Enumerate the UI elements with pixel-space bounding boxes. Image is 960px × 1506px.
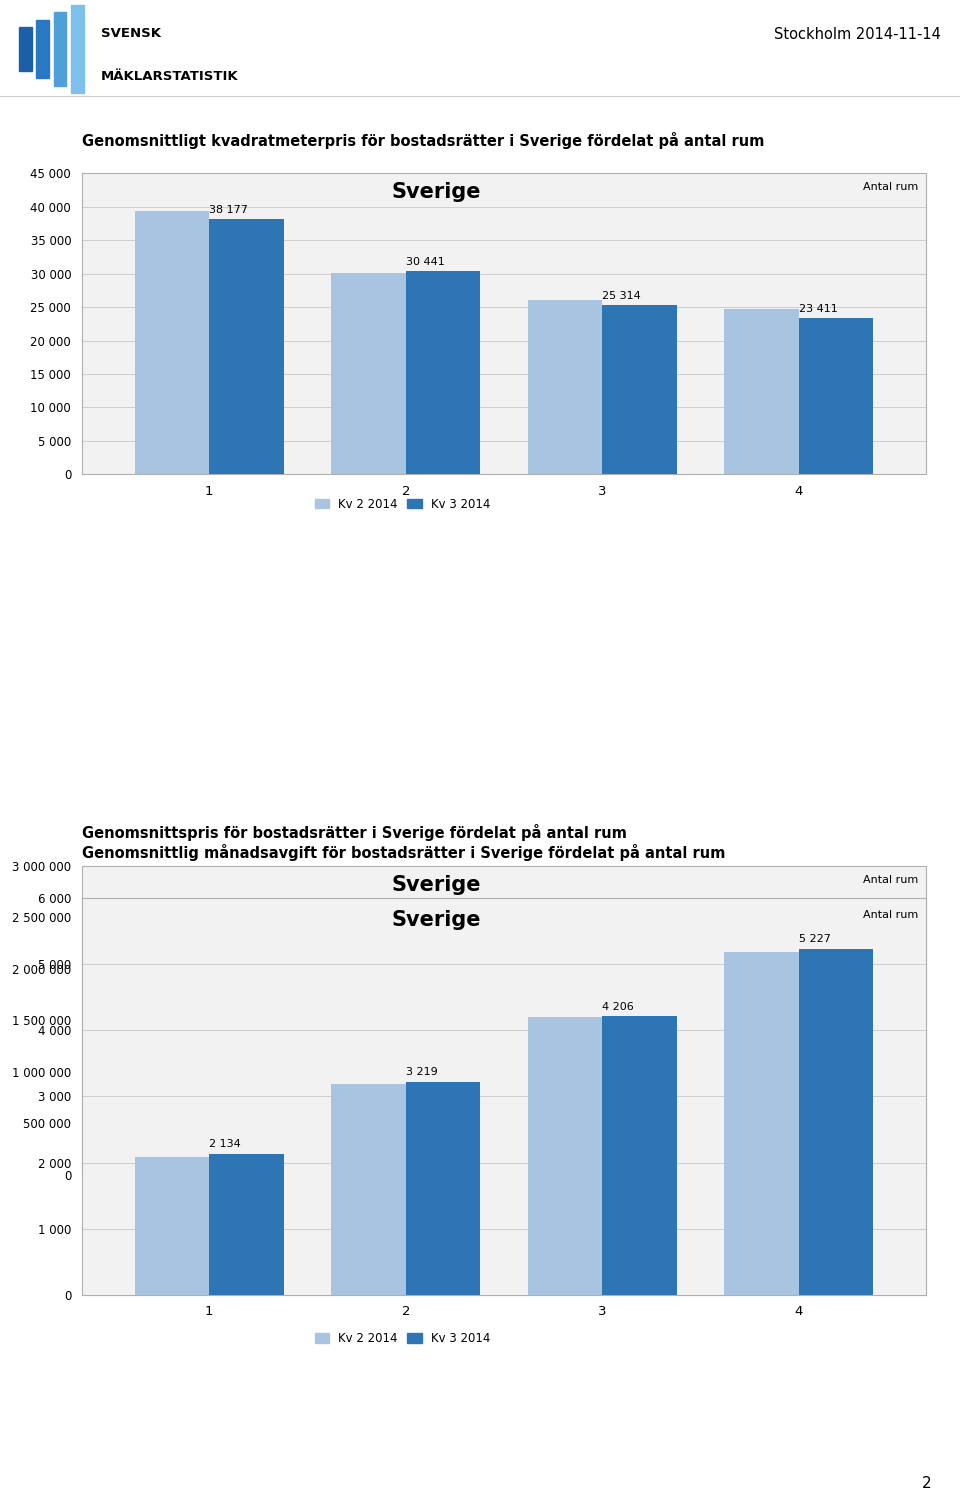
- Bar: [406, 1003, 480, 1175]
- Text: Antal rum: Antal rum: [863, 182, 918, 193]
- Bar: [331, 273, 406, 474]
- Text: 2: 2: [922, 1476, 931, 1491]
- Bar: [36, 20, 49, 78]
- Bar: [331, 1084, 406, 1295]
- Text: 38 177: 38 177: [209, 205, 249, 215]
- Text: Sverige: Sverige: [392, 875, 481, 895]
- Text: 4 206: 4 206: [602, 1001, 634, 1012]
- Text: Antal rum: Antal rum: [863, 875, 918, 886]
- Bar: [528, 964, 602, 1175]
- Text: Genomsnittspris för bostadsrätter i Sverige fördelat på antal rum: Genomsnittspris för bostadsrätter i Sver…: [82, 824, 627, 842]
- Bar: [134, 1039, 209, 1175]
- Bar: [799, 318, 874, 474]
- Bar: [602, 304, 677, 474]
- Text: 3 219: 3 219: [406, 1068, 438, 1077]
- Bar: [799, 934, 874, 1175]
- Text: SVENSK: SVENSK: [101, 27, 161, 41]
- Text: Antal rum: Antal rum: [863, 910, 918, 920]
- Bar: [602, 970, 677, 1175]
- Text: Genomsnittlig månadsavgift för bostadsrätter i Sverige fördelat på antal rum: Genomsnittlig månadsavgift för bostadsrä…: [82, 843, 725, 861]
- Bar: [209, 1154, 284, 1295]
- Bar: [71, 5, 84, 93]
- Bar: [602, 1017, 677, 1295]
- Bar: [724, 952, 799, 1295]
- Text: Sverige: Sverige: [392, 910, 481, 929]
- Bar: [209, 1041, 284, 1175]
- Text: 1 665 678: 1 665 678: [406, 989, 462, 1000]
- Bar: [799, 949, 874, 1295]
- Bar: [54, 12, 66, 86]
- Bar: [724, 309, 799, 474]
- Bar: [331, 1005, 406, 1175]
- Bar: [406, 271, 480, 474]
- Text: 1 299 423: 1 299 423: [209, 1027, 266, 1038]
- Text: 25 314: 25 314: [602, 291, 641, 301]
- Text: 30 441: 30 441: [406, 258, 444, 267]
- Bar: [528, 300, 602, 474]
- Legend: Kv 2 2014, Kv 3 2014: Kv 2 2014, Kv 3 2014: [315, 1331, 491, 1345]
- Text: Sverige: Sverige: [392, 182, 481, 202]
- Bar: [406, 1081, 480, 1295]
- Legend: Kv 2 2014, Kv 3 2014: Kv 2 2014, Kv 3 2014: [315, 1199, 491, 1212]
- Text: Genomsnittligt kvadratmeterpris för bostadsrätter i Sverige fördelat på antal ru: Genomsnittligt kvadratmeterpris för bost…: [82, 131, 764, 149]
- Text: Stockholm 2014-11-14: Stockholm 2014-11-14: [774, 27, 941, 42]
- Text: 2 134: 2 134: [209, 1139, 241, 1149]
- Text: MÄKLARSTATISTIK: MÄKLARSTATISTIK: [101, 71, 238, 83]
- Text: 5 227: 5 227: [799, 934, 830, 944]
- Bar: [528, 1018, 602, 1295]
- Text: 23 411: 23 411: [799, 304, 837, 315]
- Text: 2 347 720: 2 347 720: [799, 919, 855, 929]
- Bar: [134, 1157, 209, 1295]
- Legend: Kv 2 2014, Kv 3 2014: Kv 2 2014, Kv 3 2014: [315, 497, 491, 511]
- Bar: [209, 218, 284, 474]
- Bar: [134, 211, 209, 474]
- Text: 1 987 935: 1 987 935: [602, 956, 659, 967]
- Bar: [724, 940, 799, 1175]
- Bar: [19, 27, 32, 71]
